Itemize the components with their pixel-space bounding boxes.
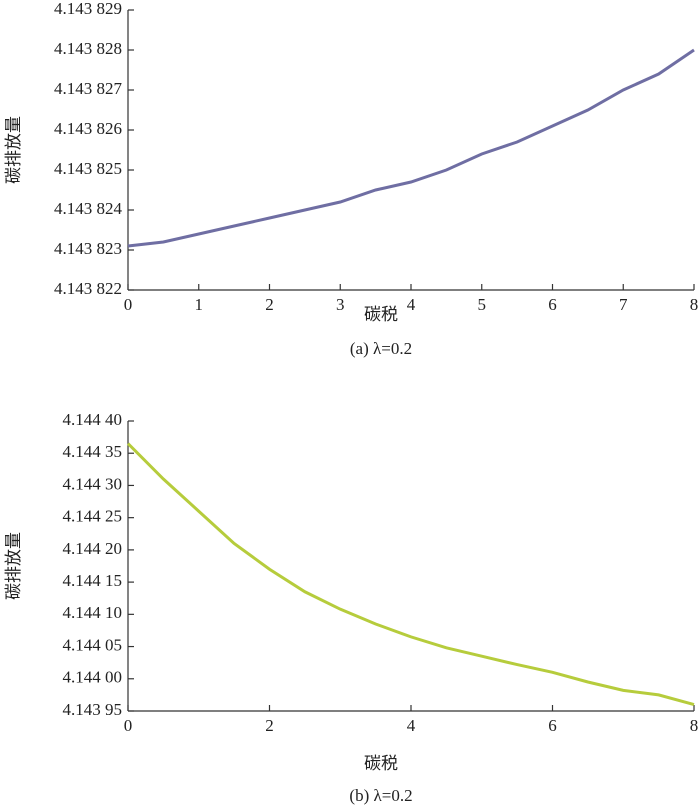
y-axis-label: 碳排放量 [4, 116, 23, 184]
y-tick-label: 4.143 825 [54, 159, 122, 178]
y-tick-label: 4.144 30 [63, 474, 123, 493]
y-tick-label: 4.143 822 [54, 279, 122, 298]
y-tick-label: 4.144 35 [63, 442, 123, 461]
x-tick-label: 1 [195, 295, 204, 314]
x-tick-label: 8 [690, 295, 699, 314]
x-tick-label: 6 [548, 295, 557, 314]
x-tick-label: 3 [336, 295, 345, 314]
x-tick-label: 8 [690, 716, 699, 735]
y-tick-label: 4.144 15 [63, 571, 123, 590]
y-tick-label: 4.143 824 [54, 199, 123, 218]
y-tick-label: 4.143 826 [54, 119, 122, 138]
y-tick-label: 4.143 823 [54, 239, 122, 258]
line [127, 48, 695, 248]
y-tick-label: 4.144 05 [63, 635, 123, 654]
x-tick-label: 0 [124, 295, 133, 314]
y-tick-label: 4.144 00 [63, 668, 123, 687]
caption: (a) λ=0.2 [350, 339, 412, 358]
x-tick-label: 7 [619, 295, 628, 314]
caption: (b) λ=0.2 [349, 786, 412, 805]
x-tick-label: 4 [407, 716, 416, 735]
x-tick-label: 6 [548, 716, 557, 735]
y-tick-label: 4.144 40 [63, 410, 123, 429]
y-tick-label: 4.143 827 [54, 79, 123, 98]
y-tick-label: 4.143 828 [54, 39, 122, 58]
y-tick-label: 4.143 829 [54, 0, 122, 18]
x-tick-label: 2 [265, 716, 274, 735]
x-tick-label: 2 [265, 295, 274, 314]
x-axis-label: 碳税 [364, 305, 398, 324]
y-tick-label: 4.144 10 [63, 603, 123, 622]
x-tick-label: 0 [124, 716, 133, 735]
line [126, 442, 695, 707]
y-tick-label: 4.144 20 [63, 539, 123, 558]
y-tick-label: 4.144 25 [63, 507, 123, 526]
y-tick-label: 4.143 95 [63, 700, 123, 719]
x-axis-label: 碳税 [364, 754, 398, 773]
y-axis-label: 碳排放量 [4, 532, 23, 600]
x-tick-label: 4 [407, 295, 416, 314]
x-tick-label: 5 [478, 295, 487, 314]
